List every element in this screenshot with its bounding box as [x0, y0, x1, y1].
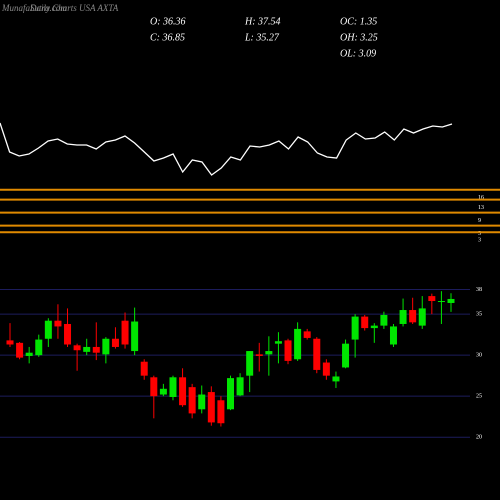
stat: OC: 1.35	[340, 16, 377, 27]
candle-body	[140, 361, 148, 376]
candle-body	[399, 310, 407, 324]
candle-body	[255, 354, 263, 356]
candle-body	[409, 310, 417, 323]
candle-body	[159, 388, 167, 395]
candle-body	[322, 362, 330, 376]
candle-body	[313, 338, 321, 370]
chart-title: Daily Charts USA AXTA	[29, 3, 119, 13]
candle-body	[217, 400, 225, 424]
level-label: 5	[478, 231, 481, 237]
candle-body	[227, 378, 234, 410]
stat: O: 36.36	[150, 16, 186, 27]
stat: C: 36.85	[150, 32, 185, 43]
candle-body	[150, 377, 158, 397]
y-tick-label: 30	[476, 353, 482, 359]
candle-body	[111, 338, 119, 347]
candle-body	[332, 376, 340, 382]
stat: OH: 3.25	[340, 32, 378, 43]
candle-body	[25, 352, 33, 356]
candle-body	[351, 316, 359, 340]
y-tick-label: 38	[476, 287, 482, 293]
candle-body	[121, 320, 129, 345]
level-label: 3	[478, 238, 481, 244]
candle-body	[342, 343, 350, 368]
candle-body	[83, 346, 91, 352]
candle-body	[64, 323, 72, 345]
candle-body	[303, 331, 311, 338]
candle-body	[44, 320, 52, 339]
indicator-line	[0, 122, 453, 176]
candle-body	[102, 338, 110, 355]
candle-body	[284, 340, 292, 361]
candle-body	[246, 351, 254, 376]
candle-body	[188, 387, 196, 414]
candle-body	[361, 316, 369, 329]
candle-body	[131, 321, 139, 352]
level-label: 13	[478, 205, 484, 211]
candle-body	[274, 341, 282, 344]
candle-body	[418, 308, 426, 326]
candle-body	[380, 314, 388, 326]
stat: H: 37.54	[244, 16, 281, 27]
candle-body	[389, 326, 397, 345]
candle-body	[169, 377, 177, 397]
site-name: MunafaSutra.com	[1, 3, 67, 13]
candle-body	[437, 301, 445, 303]
candle-body	[207, 392, 215, 423]
y-tick-label: 35	[476, 312, 482, 318]
candle-body	[179, 377, 187, 406]
candle-body	[54, 320, 62, 327]
level-label: 9	[478, 218, 481, 224]
candle-body	[92, 346, 100, 353]
candle-body	[447, 298, 455, 303]
candle-body	[265, 351, 273, 355]
candle-body	[236, 377, 244, 396]
candle-body	[198, 394, 206, 410]
candle-body	[370, 325, 378, 329]
y-tick-label: 25	[476, 394, 482, 400]
candle-body	[35, 339, 43, 356]
stat: OL: 3.09	[340, 48, 376, 59]
candle-body	[6, 340, 14, 345]
candle-body	[428, 296, 436, 302]
stat: L: 35.27	[244, 32, 280, 43]
y-tick-label: 20	[476, 435, 482, 441]
candle-body	[73, 345, 81, 351]
candle-body	[16, 342, 24, 358]
level-label: 16	[478, 195, 484, 201]
candle-body	[294, 328, 302, 360]
